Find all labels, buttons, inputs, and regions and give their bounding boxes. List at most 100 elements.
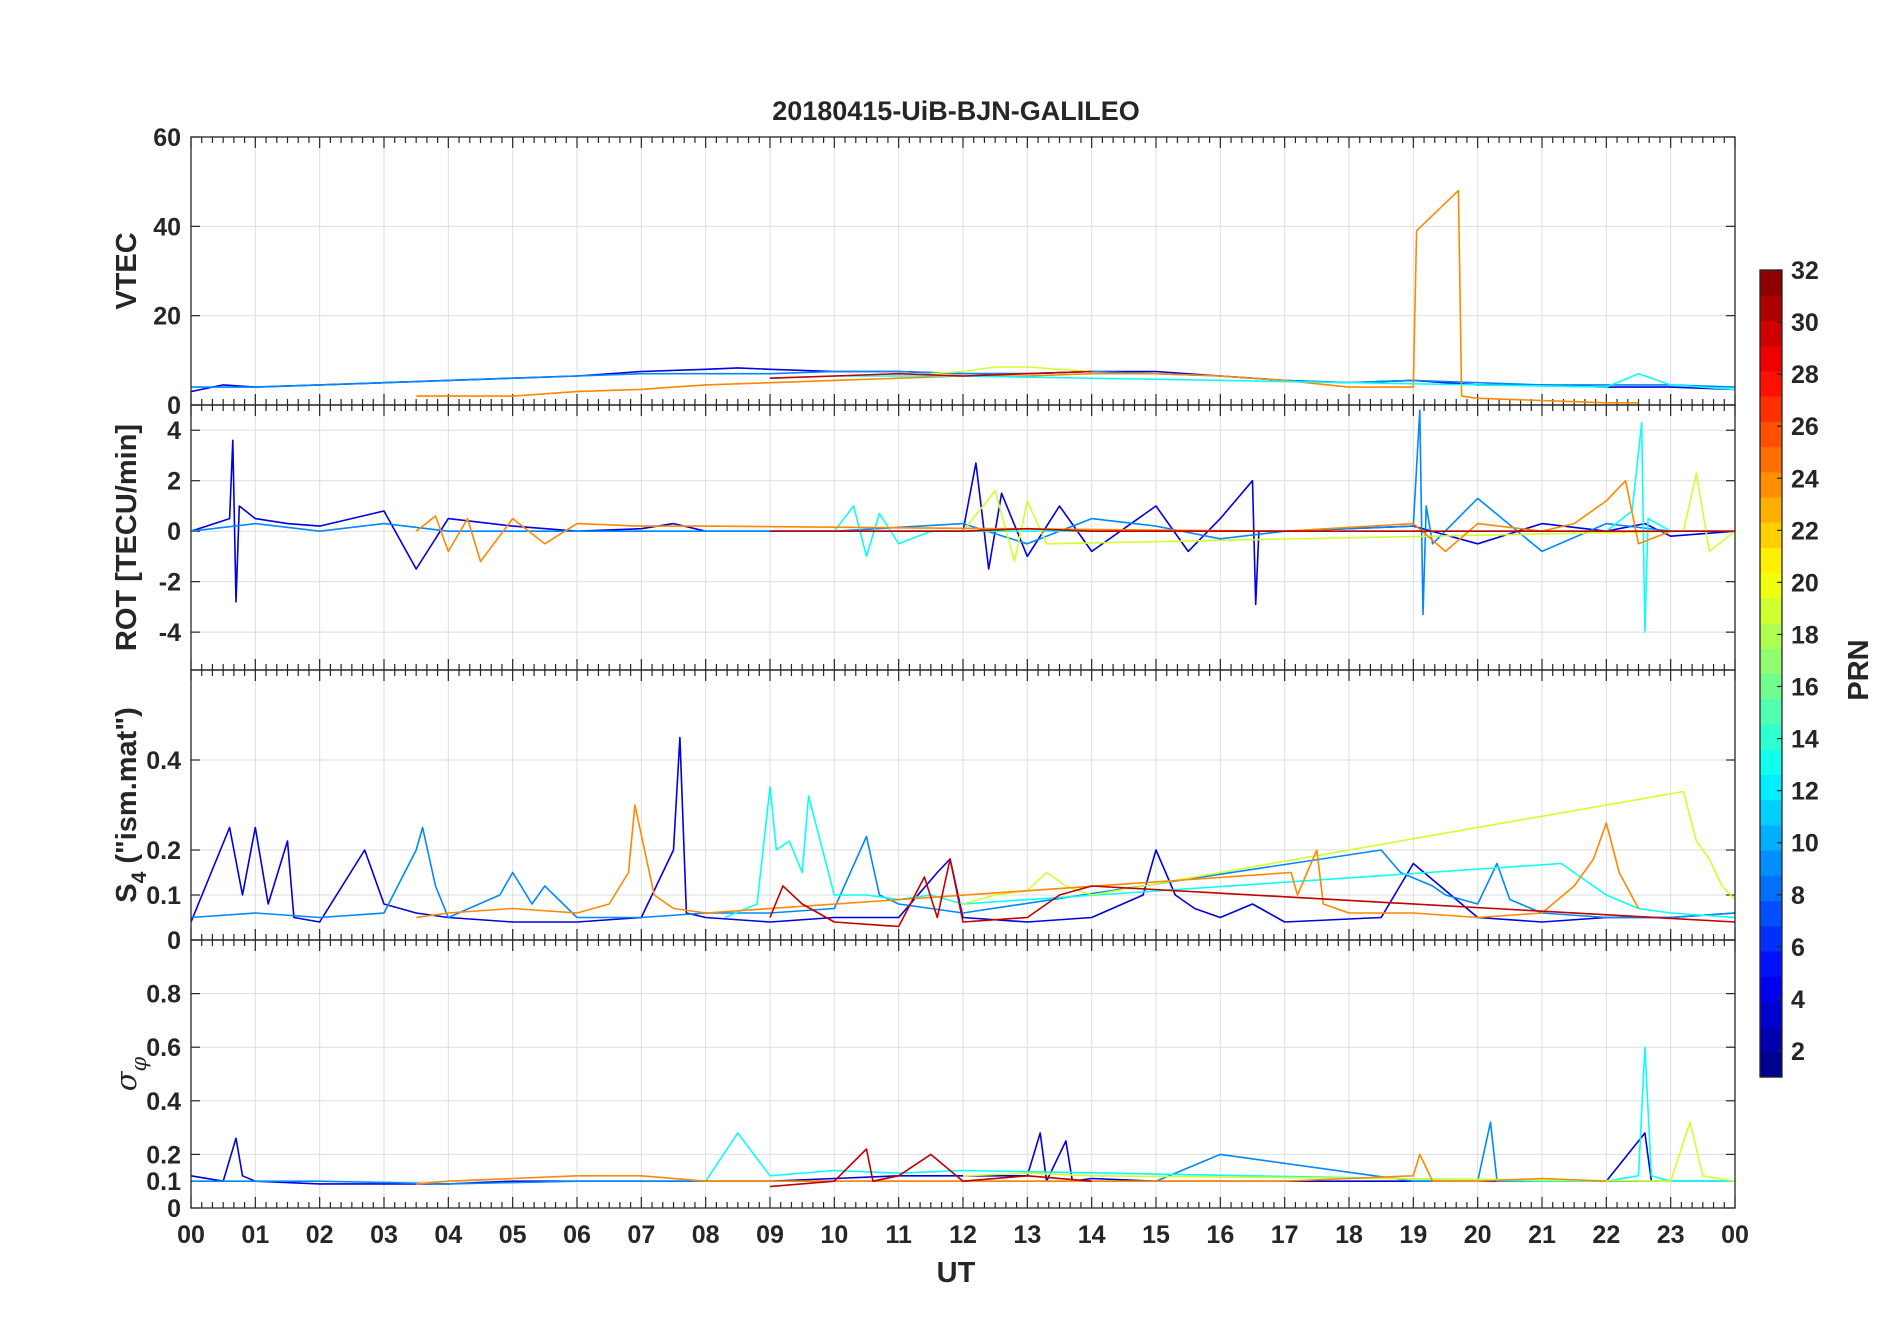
colorbar-segment — [1760, 1051, 1782, 1078]
series-line-prn-19 — [962, 1121, 1735, 1182]
series-line-prn-30 — [770, 527, 1735, 533]
y-tick-label: 60 — [153, 124, 181, 152]
series-line-prn-24 — [416, 1153, 1607, 1185]
y-tick-label: 0.2 — [146, 837, 181, 865]
series-group — [191, 189, 1735, 404]
colorbar-segment — [1760, 723, 1782, 750]
x-tick-label: 21 — [1528, 1221, 1556, 1249]
x-tick-label: 09 — [756, 1221, 784, 1249]
y-tick-label: 20 — [153, 303, 181, 331]
x-tick-label: 20 — [1464, 1221, 1492, 1249]
x-tick-label: 04 — [434, 1221, 462, 1249]
y-tick-label: -4 — [159, 619, 181, 647]
x-tick-label: 19 — [1399, 1221, 1427, 1249]
colorbar-segment — [1760, 950, 1782, 977]
x-tick-label: 10 — [820, 1221, 848, 1249]
colorbar-segment — [1760, 1026, 1782, 1053]
colorbar-segment — [1760, 1001, 1782, 1028]
x-tick-label: 22 — [1592, 1221, 1620, 1249]
x-tick-label: 15 — [1142, 1221, 1170, 1249]
x-tick-label: 06 — [563, 1221, 591, 1249]
y-tick-label: 0.4 — [146, 747, 181, 775]
x-tick-label: 01 — [241, 1221, 269, 1249]
x-tick-label: 14 — [1078, 1221, 1106, 1249]
x-tick-label: 00 — [1721, 1221, 1749, 1249]
colorbar-segment — [1760, 673, 1782, 700]
series-line-prn-30 — [769, 1148, 1092, 1188]
series-line-prn-19 — [930, 366, 1092, 375]
panel-vtec: 0 20 40 60 VTEC — [111, 124, 1736, 420]
colorbar-tick-label: 8 — [1791, 882, 1805, 910]
y-tick-label: 0.6 — [146, 1034, 181, 1062]
panel-frame — [190, 939, 1736, 1209]
x-tick-label: 00 — [177, 1221, 205, 1249]
y-tick-label: -2 — [159, 569, 181, 597]
x-tick-label: 17 — [1271, 1221, 1299, 1249]
colorbar-segment — [1760, 345, 1782, 372]
y-axis-label: S4 ("ism.mat") — [111, 707, 151, 903]
series-line-prn-24 — [416, 189, 1639, 404]
x-tick-label: 03 — [370, 1221, 398, 1249]
colorbar-segment — [1760, 446, 1782, 473]
colorbar-segment — [1760, 623, 1782, 649]
x-tick-label: 18 — [1335, 1221, 1363, 1249]
colorbar-segment — [1760, 850, 1782, 876]
x-tick-label: 08 — [692, 1221, 720, 1249]
colorbar-tick-label: 28 — [1791, 361, 1819, 389]
panel-rot: -4 -2 0 2 4 ROT [TECU/min] — [111, 404, 1736, 671]
colorbar-segment — [1760, 900, 1782, 927]
colorbar-segment — [1760, 976, 1782, 1002]
panel-sigma_phi: 00.10.2 0.4 0.6 0.8 σφ — [109, 939, 1736, 1223]
colorbar-tick-label: 12 — [1791, 778, 1819, 806]
series-line-prn-30 — [769, 370, 1092, 379]
x-axis-label: UT — [937, 1257, 976, 1289]
colorbar-segment — [1760, 572, 1782, 599]
series-line-prn-24 — [415, 479, 1671, 563]
colorbar-tick-label: 16 — [1791, 674, 1819, 702]
series-line-prn-24 — [416, 804, 1640, 919]
colorbar-segment — [1760, 824, 1782, 851]
x-tick-label: 05 — [499, 1221, 527, 1249]
y-tick-label: 0.4 — [146, 1088, 181, 1116]
colorbar-tick-label: 30 — [1791, 309, 1819, 337]
colorbar-segment — [1760, 698, 1782, 725]
colorbar-segment — [1760, 421, 1782, 448]
x-tick-label: 23 — [1657, 1221, 1685, 1249]
y-tick-label: 40 — [153, 213, 181, 241]
chart-title: 20180415-UiB-BJN-GALILEO — [772, 96, 1140, 126]
colorbar-segment — [1760, 522, 1782, 549]
colorbar-tick-label: 26 — [1791, 413, 1819, 441]
x-tick-label: 16 — [1206, 1221, 1234, 1249]
colorbar-segment — [1760, 295, 1782, 322]
colorbar-segment — [1760, 471, 1782, 498]
y-axis-label-sub: φ — [127, 1056, 151, 1071]
series-line-prn-9 — [191, 409, 1735, 616]
colorbar-tick-label: 22 — [1791, 517, 1819, 545]
colorbar-segment — [1760, 648, 1782, 675]
x-tick-label: 12 — [949, 1221, 977, 1249]
y-axis-label-main: σ — [109, 1070, 143, 1091]
colorbar-tick-label: 20 — [1791, 569, 1819, 597]
series-group — [191, 736, 1735, 928]
colorbar-tick-label: 2 — [1791, 1038, 1805, 1066]
y-tick-label: 0.1 — [146, 882, 181, 910]
series-line-prn-13 — [724, 786, 1735, 919]
colorbar-tick-label: 6 — [1791, 934, 1805, 962]
x-tick-label: 11 — [885, 1221, 912, 1249]
colorbar-tick-label: 10 — [1791, 830, 1819, 858]
y-tick-label: 0 — [167, 927, 181, 955]
colorbar-tick-label: 32 — [1791, 257, 1819, 285]
x-tick-label: 07 — [627, 1221, 655, 1249]
colorbar-segment — [1760, 774, 1782, 801]
y-axis-label-rest: ("ism.mat") — [111, 707, 143, 871]
colorbar-segment — [1760, 370, 1782, 397]
series-group — [191, 409, 1735, 633]
colorbar-tick-label: 24 — [1791, 465, 1819, 493]
y-tick-label: 0 — [167, 518, 181, 546]
colorbar-tick-label: 14 — [1791, 726, 1819, 754]
series-line-prn-30 — [769, 858, 1735, 928]
colorbar-segment — [1760, 547, 1782, 574]
y-axis-label-main: S — [111, 883, 143, 902]
